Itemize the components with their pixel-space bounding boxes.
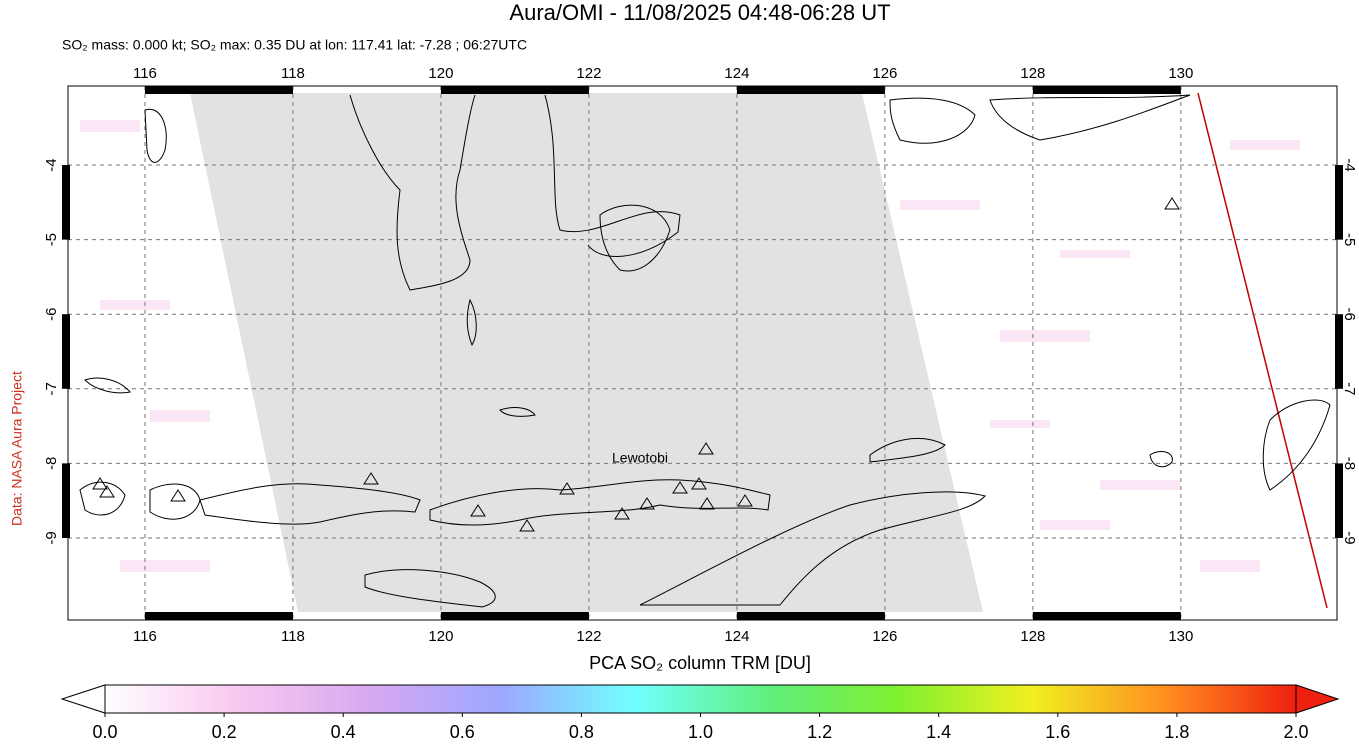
y-tick-label: -5 [1341, 233, 1358, 246]
volcano-label: Lewotobi [612, 450, 668, 466]
colorbar-tick-label: 0.4 [331, 722, 356, 742]
colorbar-tick-label: 0.0 [92, 722, 117, 742]
x-tick-label: 126 [872, 628, 897, 645]
x-tick-label: 122 [576, 628, 601, 645]
border-bar [736, 612, 885, 620]
coastlines [79, 94, 1331, 608]
colorbar-label: PCA SO₂ column TRM [DU] [589, 653, 811, 673]
y-tick-label: -5 [43, 233, 60, 246]
volcanoes [92, 197, 1180, 532]
border-bar [1032, 86, 1181, 94]
border-bar [440, 612, 589, 620]
y-tick-label: -4 [43, 158, 60, 171]
colorbar: 0.0 0.2 0.4 0.6 0.8 1.0 1.2 1.4 1.6 1.8 2.0 [60, 684, 1340, 742]
colorbar-tick-label: 1.2 [807, 722, 832, 742]
border-bar [62, 165, 70, 240]
x-tick-label: 124 [724, 628, 749, 645]
axes: 116 116 118 118 120 120 122 122 124 124 126 126 128 1… [43, 65, 1358, 645]
colorbar-tick-label: 0.6 [450, 722, 475, 742]
border-bar [1335, 165, 1343, 240]
x-tick-label: 116 [133, 65, 157, 82]
colorbar-end [60, 684, 106, 714]
colorbar-tick-label: 1.4 [926, 722, 951, 742]
y-tick-label: -7 [1341, 382, 1358, 395]
x-tick-label: 120 [428, 628, 453, 645]
colorbar-tick-label: 0.8 [569, 722, 594, 742]
colorbar-tick-label: 1.0 [688, 722, 713, 742]
x-tick-label: 122 [576, 65, 601, 82]
x-tick-label: 126 [872, 65, 897, 82]
credit: Data: NASA Aura Project [9, 371, 25, 526]
y-tick-label: -8 [1341, 457, 1358, 470]
border-bar [144, 612, 293, 620]
colorbar-tick-label: 2.0 [1283, 722, 1308, 742]
y-tick-label: -9 [1341, 531, 1358, 544]
y-tick-label: -6 [1341, 308, 1358, 321]
x-tick-label: 118 [281, 628, 305, 645]
colorbar-tick-label: 1.6 [1045, 722, 1070, 742]
border-bar [1335, 314, 1343, 389]
colorbar-tick-label: 0.2 [212, 722, 237, 742]
colorbar-end [1295, 684, 1340, 714]
grid [68, 86, 1337, 620]
x-tick-label: 116 [133, 628, 157, 645]
x-tick-label: 120 [428, 65, 453, 82]
x-tick-label: 124 [724, 65, 749, 82]
map-background [68, 86, 1337, 620]
x-tick-label: 130 [1168, 65, 1193, 82]
colorbar-body [104, 684, 1297, 714]
y-tick-label: -7 [43, 382, 60, 395]
colorbar-tick-label: 1.8 [1164, 722, 1189, 742]
border-bar [62, 314, 70, 389]
y-tick-label: -4 [1341, 158, 1358, 171]
x-tick-label: 130 [1168, 628, 1193, 645]
border-bar [1032, 612, 1181, 620]
border-bar [1335, 463, 1343, 538]
border-bar [736, 86, 885, 94]
y-tick-label: -6 [43, 308, 60, 321]
x-tick-label: 118 [281, 65, 305, 82]
title: Aura/OMI - 11/08/2025 04:48-06:28 UT [509, 0, 890, 25]
x-tick-label: 128 [1020, 628, 1045, 645]
border-bar [62, 463, 70, 538]
x-tick-label: 128 [1020, 65, 1045, 82]
subtitle: SO₂ mass: 0.000 kt; SO₂ max: 0.35 DU at … [62, 37, 527, 53]
border-bar [144, 86, 293, 94]
y-tick-label: -8 [43, 457, 60, 470]
border-bar [440, 86, 589, 94]
y-tick-label: -9 [43, 531, 60, 544]
